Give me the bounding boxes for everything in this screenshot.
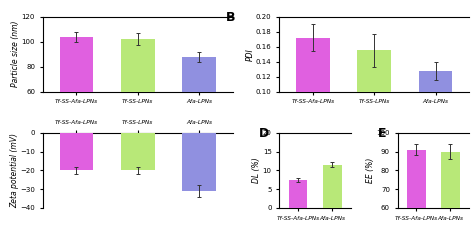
Y-axis label: Particle size (nm): Particle size (nm) [11,21,20,87]
Y-axis label: Zeta potential (mV): Zeta potential (mV) [10,133,19,208]
Bar [289,180,308,208]
Bar [60,37,93,167]
Bar [60,133,93,170]
Y-axis label: DL (%): DL (%) [252,158,261,183]
Bar [296,38,330,167]
Bar [419,71,452,167]
Bar [182,57,216,167]
Y-axis label: PDI: PDI [246,48,255,61]
Bar [121,39,155,167]
Bar [441,152,460,239]
Y-axis label: EE (%): EE (%) [366,158,375,183]
Bar [121,133,155,170]
Bar [182,133,216,191]
Bar [407,150,426,239]
Text: E: E [377,127,386,140]
Text: B: B [226,11,236,24]
Bar [323,165,342,208]
Text: D: D [259,127,269,140]
Bar [357,50,391,167]
